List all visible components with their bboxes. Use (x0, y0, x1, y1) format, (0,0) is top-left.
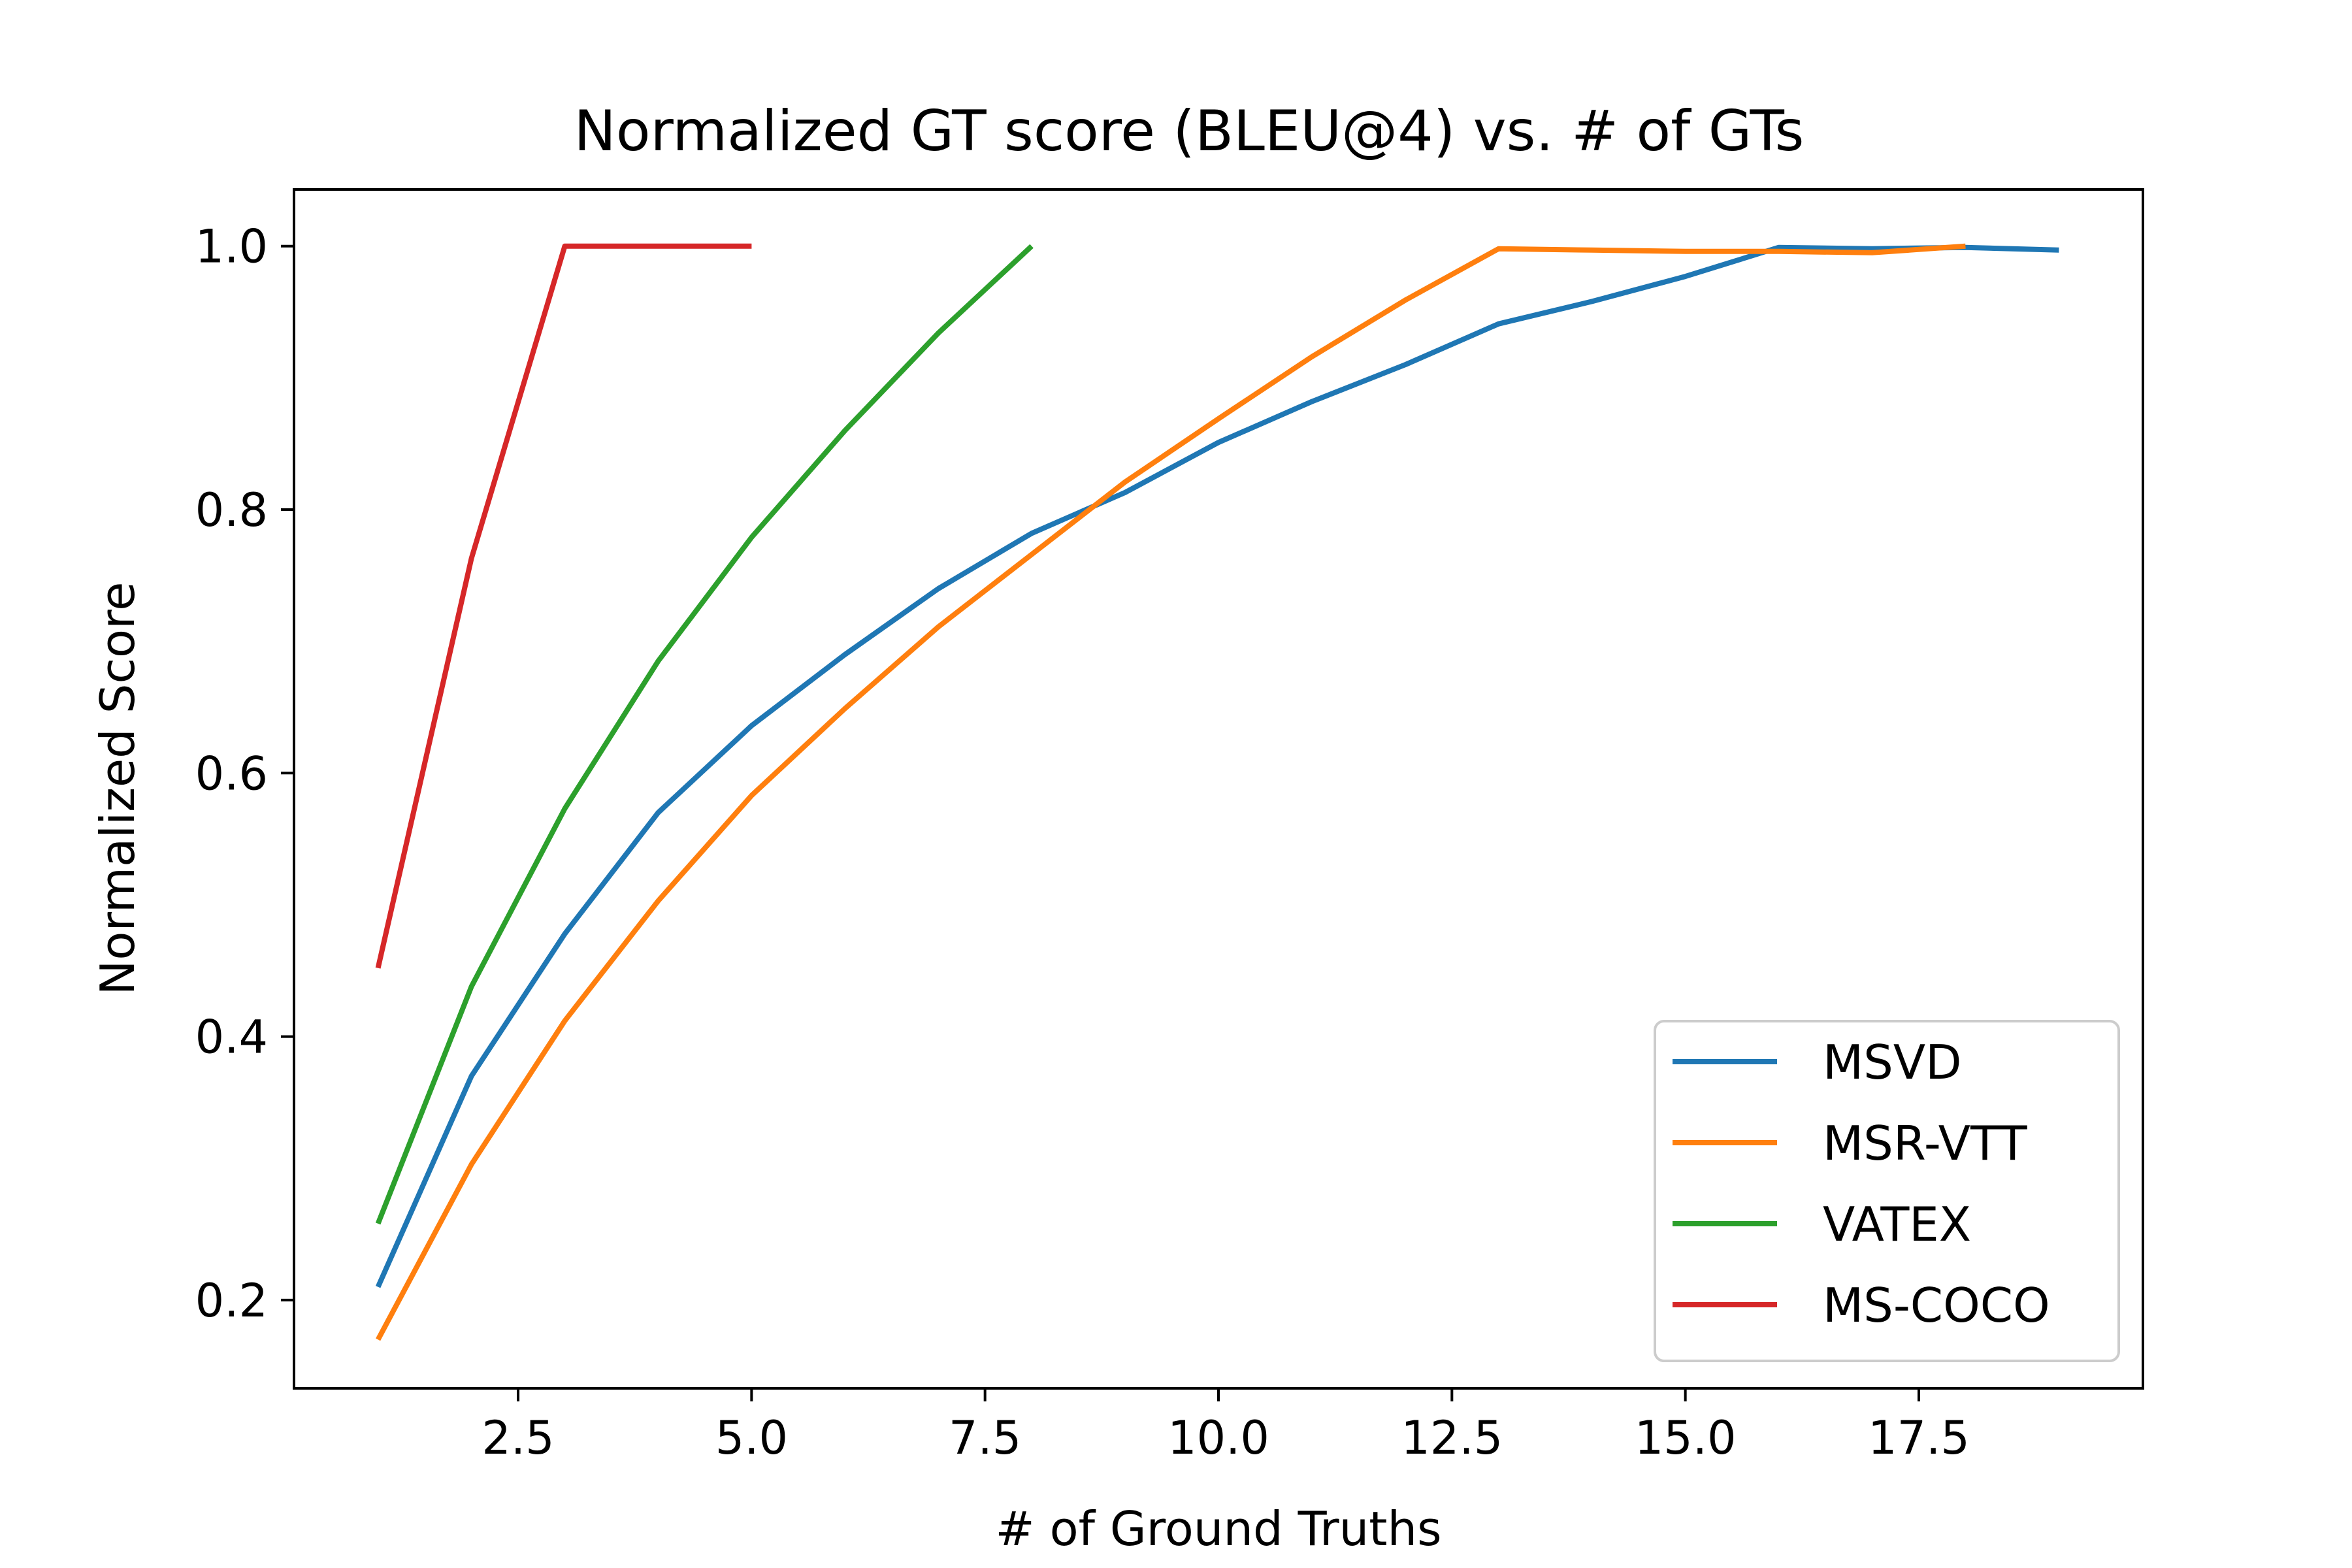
x-tick-label: 10.0 (1168, 1411, 1269, 1465)
legend-label-msr-vtt: MSR-VTT (1823, 1116, 2028, 1171)
series-line-ms-coco (375, 243, 752, 969)
series-line-vatex (375, 244, 1034, 1225)
chart-title: Normalized GT score (BLEU@4) vs. # of GT… (574, 99, 1805, 164)
x-tick-label: 15.0 (1635, 1411, 1737, 1465)
y-tick-label: 0.4 (195, 1011, 268, 1064)
legend: MSVD MSR-VTT VATEX MS-COCO (1654, 1020, 2120, 1362)
legend-label-msvd: MSVD (1823, 1035, 1962, 1090)
x-tick-label: 12.5 (1401, 1411, 1503, 1465)
series-line-msvd (375, 244, 2059, 1288)
legend-label-ms-coco: MS-COCO (1823, 1278, 2050, 1333)
x-tick-label: 7.5 (949, 1411, 1021, 1465)
x-axis-label: # of Ground Truths (995, 1501, 1441, 1556)
y-tick-label: 0.2 (195, 1274, 268, 1328)
y-tick-label: 0.6 (195, 747, 268, 800)
x-tick-label: 5.0 (715, 1411, 788, 1465)
y-tick-label: 0.8 (195, 483, 268, 537)
y-tick-label: 1.0 (195, 220, 268, 274)
x-tick-label: 2.5 (482, 1411, 554, 1465)
y-axis-ticks: 0.2 0.4 0.6 0.8 1.0 (195, 220, 294, 1328)
x-axis-ticks: 2.5 5.0 7.5 10.0 12.5 15.0 17.5 (482, 1388, 1970, 1465)
x-tick-label: 17.5 (1868, 1411, 1970, 1465)
y-axis-label: Normalized Score (90, 582, 145, 996)
series-lines (375, 243, 2059, 1341)
series-line-msr-vtt (376, 243, 1966, 1341)
legend-box (1654, 1020, 2120, 1362)
legend-label-vatex: VATEX (1823, 1197, 1971, 1252)
